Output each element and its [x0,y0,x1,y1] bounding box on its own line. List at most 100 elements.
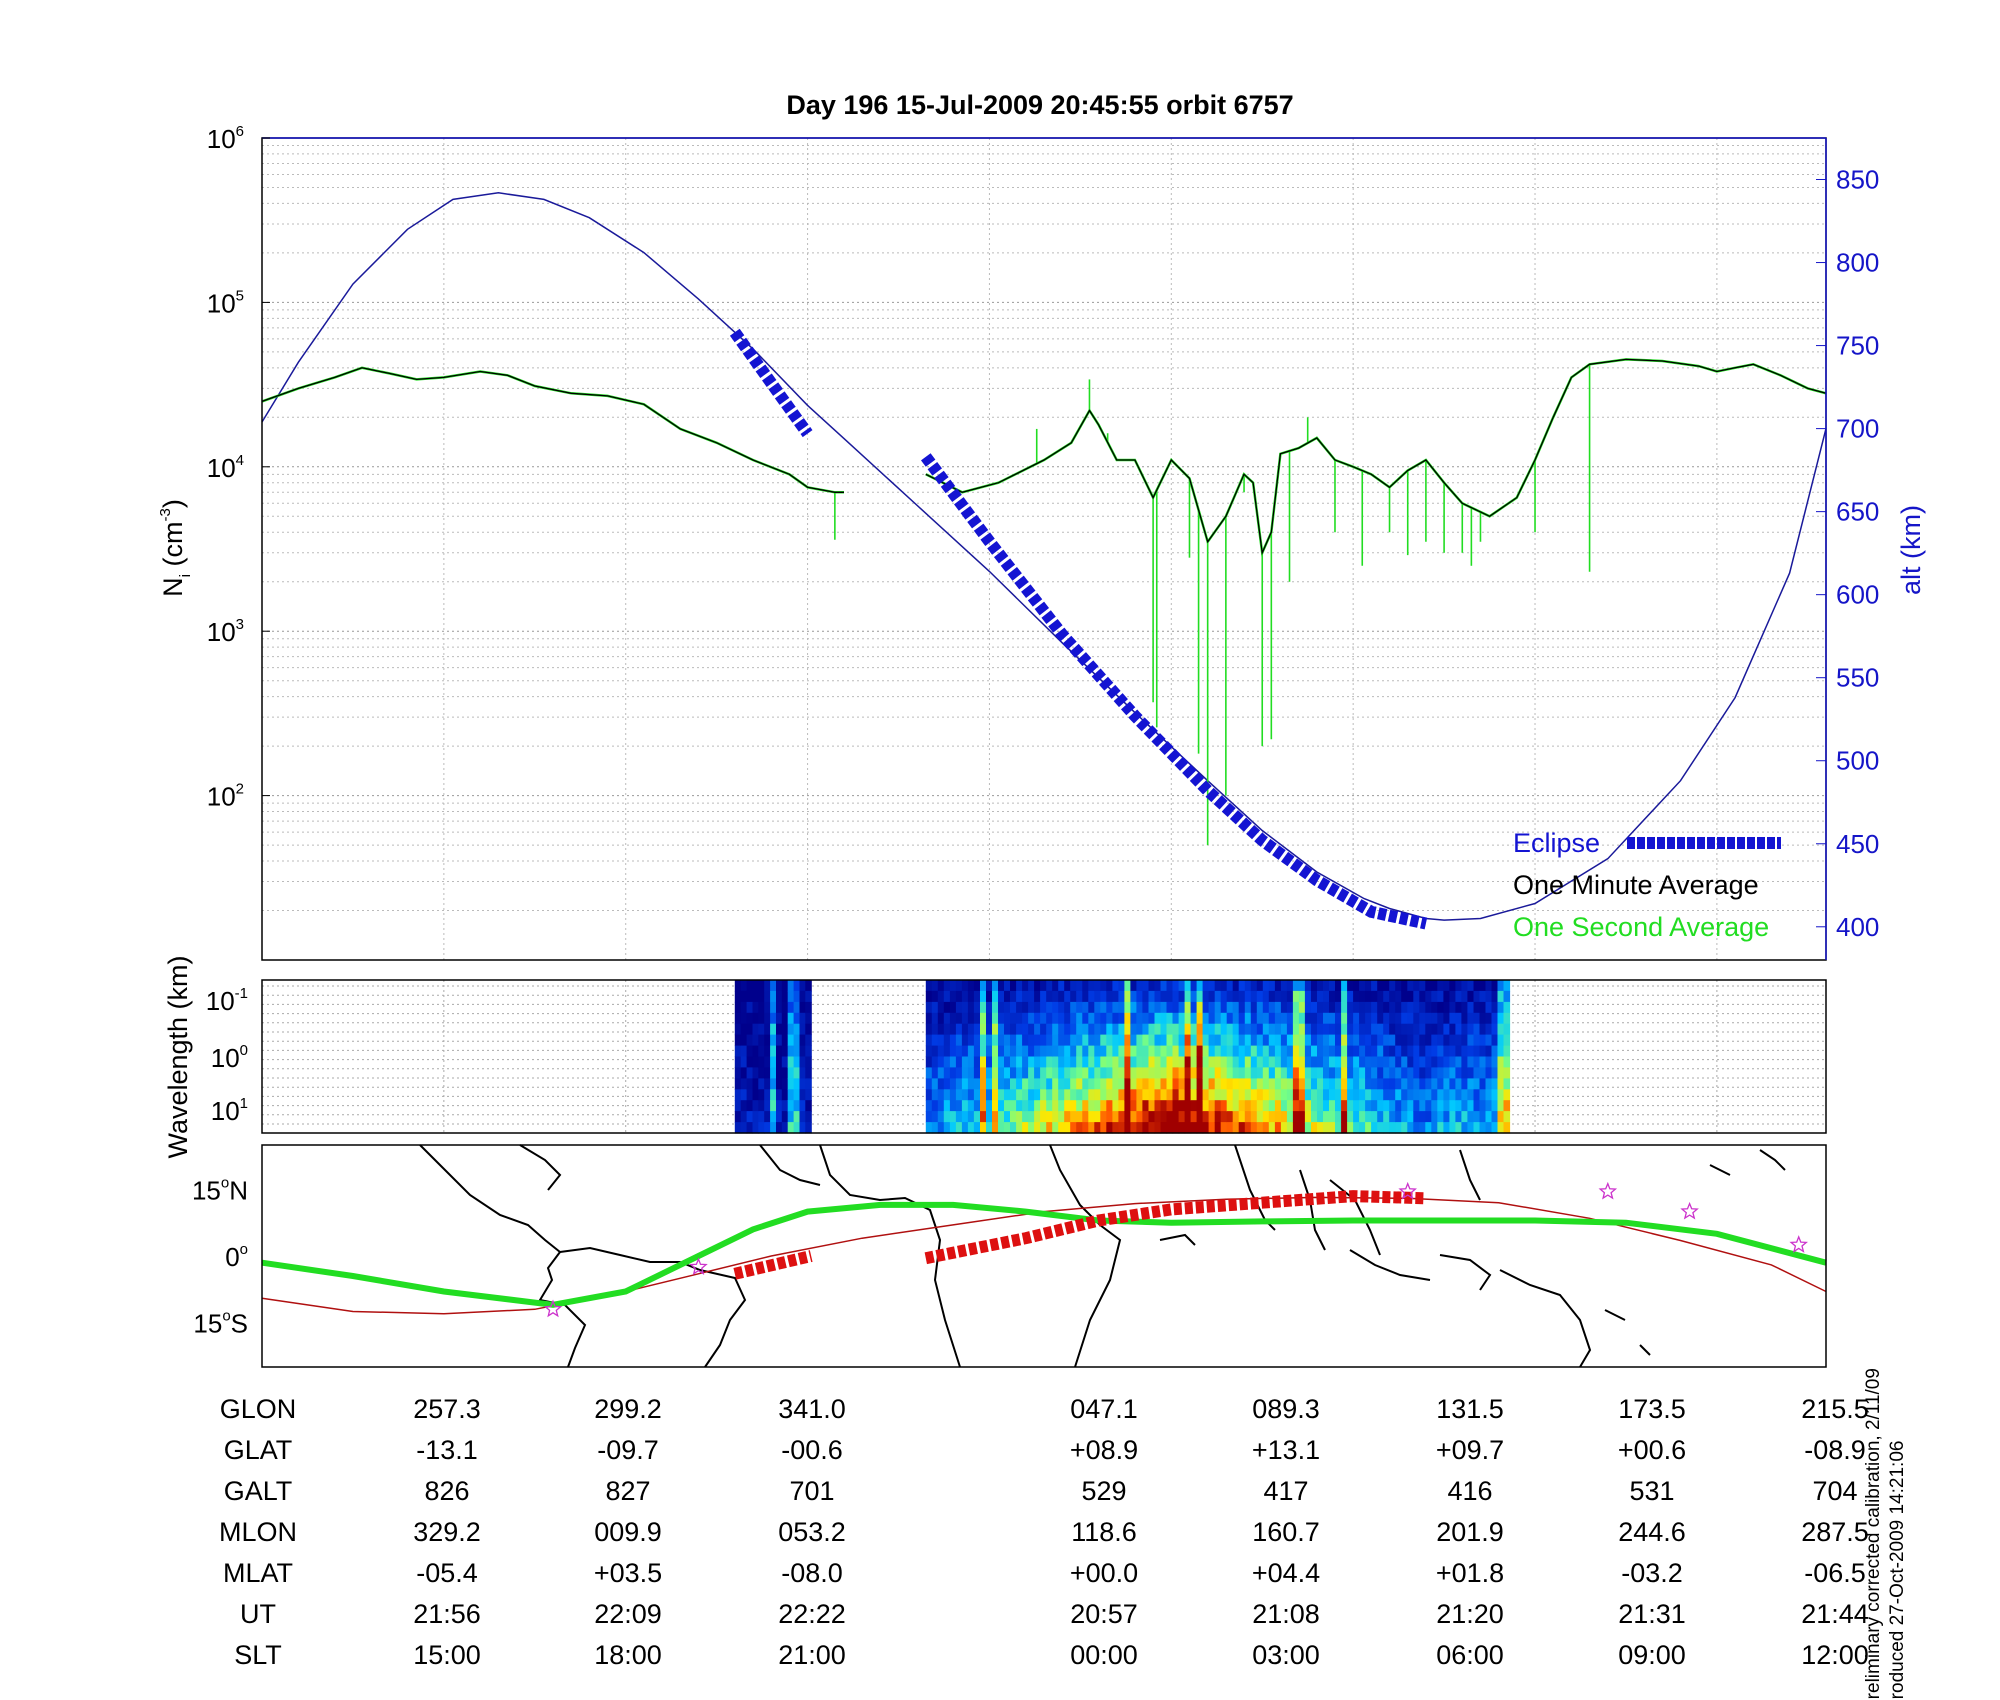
spectrogram-cell [1118,990,1125,1003]
spectrogram-cell [1010,990,1017,1003]
spectrogram-cell [1304,1100,1312,1112]
spectrogram-cell [955,1045,963,1058]
spectrogram-cell [1052,1067,1059,1079]
spectrogram-cell [1094,1045,1101,1058]
spectrogram-cell [1064,1078,1071,1090]
spectrogram-cell [1094,1100,1101,1112]
spectrogram-cell [1106,1089,1113,1101]
spectrogram-cell [1353,1089,1360,1101]
spectrogram-cell [787,1056,795,1068]
spectrogram-cell [1058,990,1065,1003]
spectrogram-cell [1010,1100,1017,1112]
spectrogram-cell [1304,1034,1312,1047]
one-minute-average-line [925,358,1827,556]
spectrogram-cell [1148,1012,1156,1025]
spectrogram-cell [1184,1122,1192,1134]
spectrogram-cell [1329,1067,1336,1079]
spectrogram-cell [1274,1045,1282,1058]
spectrogram-cell [1395,1023,1402,1036]
spectrogram-cell [992,1045,999,1058]
spectrogram-cell [1341,1001,1348,1014]
spectrogram-cell [1461,1045,1468,1058]
spectrogram-cell [980,1001,987,1014]
spectrogram-cell [1479,1034,1487,1047]
spectrogram-cell [1280,1001,1288,1014]
spectrogram-cell [1226,1012,1234,1025]
spectrogram-cell [770,980,777,992]
spectrogram-cell [1335,990,1342,1003]
spectrogram-cell [1064,1034,1071,1047]
spectrogram-cell [1359,1111,1366,1123]
spectrogram-cell [793,1001,801,1014]
spectrogram-cell [1497,1034,1505,1047]
spectrogram-cell [805,1012,812,1025]
spectrogram-cell [955,1122,963,1134]
spectrogram-cell [1058,980,1065,992]
spectrogram-cell [931,1001,939,1014]
spectrogram-cell [1485,990,1493,1003]
spectrogram-cell [1479,1078,1487,1090]
spectrogram-cell [1395,1122,1402,1134]
spectrogram-cell [1268,1111,1276,1123]
spectrogram-cell [1413,1111,1420,1123]
spectrogram-cell [1341,1122,1348,1134]
spectrogram-cell [1467,1122,1474,1134]
spectrogram-cell [1425,1067,1432,1079]
spectrogram-cell [1172,1089,1180,1101]
spectrogram-cell [1353,1078,1360,1090]
spectrogram-cell [787,1023,795,1036]
spectrogram-cell [1497,1045,1505,1058]
spectrogram-cell [1497,1111,1505,1123]
spectrogram-cell [1022,1034,1029,1047]
table-cell: 047.1 [1070,1394,1138,1424]
table-cell: 18:00 [594,1640,662,1670]
spectrogram-cell [1034,1089,1041,1101]
spectrogram-cell [805,980,812,992]
spectrogram-cell [734,990,742,1003]
orbit-table: GLON 257.3 299.2 341.0 047.1 089.3 131.5 173.5 2… [219,1394,1869,1670]
spectrogram-cell [1503,990,1511,1003]
spectrogram-cell [1449,1111,1456,1123]
spectrogram-cell [1052,1100,1059,1112]
table-cell: 201.9 [1436,1517,1504,1547]
spectrogram-cell [758,1034,765,1047]
spectrogram-cell [1010,1078,1017,1090]
spectrogram-cell [992,990,999,1003]
spectrogram-cell [776,1023,783,1036]
spectrogram-cell [764,1001,771,1014]
table-cell: -08.0 [781,1558,843,1588]
spectrogram-cell [1347,1089,1354,1101]
spectrogram-cell [1304,1078,1312,1090]
spectrogram-cell [1407,1001,1414,1014]
spectrogram-cell [949,980,957,992]
spectrogram-cell [805,990,812,1003]
spectrogram-cell [1232,1122,1240,1134]
spectrogram-cell [1016,1100,1023,1112]
spectrogram-cell [758,980,765,992]
spectrogram-cell [1034,1056,1041,1068]
spectrogram-cell [1389,1045,1396,1058]
spectrogram-cell [1220,1111,1228,1123]
spectrogram-cell [967,1067,975,1079]
spectrogram-cell [1353,1034,1360,1047]
spectrogram-cell [1503,1067,1511,1079]
spectrogram-cell [1304,1012,1312,1025]
spectrogram-cell [931,1100,939,1112]
spectrogram-cell [1184,1100,1192,1112]
spectrogram-cell [1040,980,1047,992]
spectrogram-cell [764,1100,771,1112]
spectrogram-cell [1473,1122,1481,1134]
spectrogram-cell [1154,1023,1162,1036]
spectrogram-cell [1419,1078,1426,1090]
one-minute-average-line [261,367,844,493]
spectrogram-cell [1437,1122,1444,1134]
spectrogram-cell [1214,1023,1222,1036]
spectrogram-cell [986,1122,993,1134]
spectrogram-cell [758,1012,765,1025]
spectrogram-cell [1142,1012,1149,1025]
spectrogram-cell [1190,1023,1198,1036]
spectrogram-cell [1371,1034,1378,1047]
spectrogram-cell [1413,1078,1420,1090]
spectrogram-cell [1250,980,1258,992]
